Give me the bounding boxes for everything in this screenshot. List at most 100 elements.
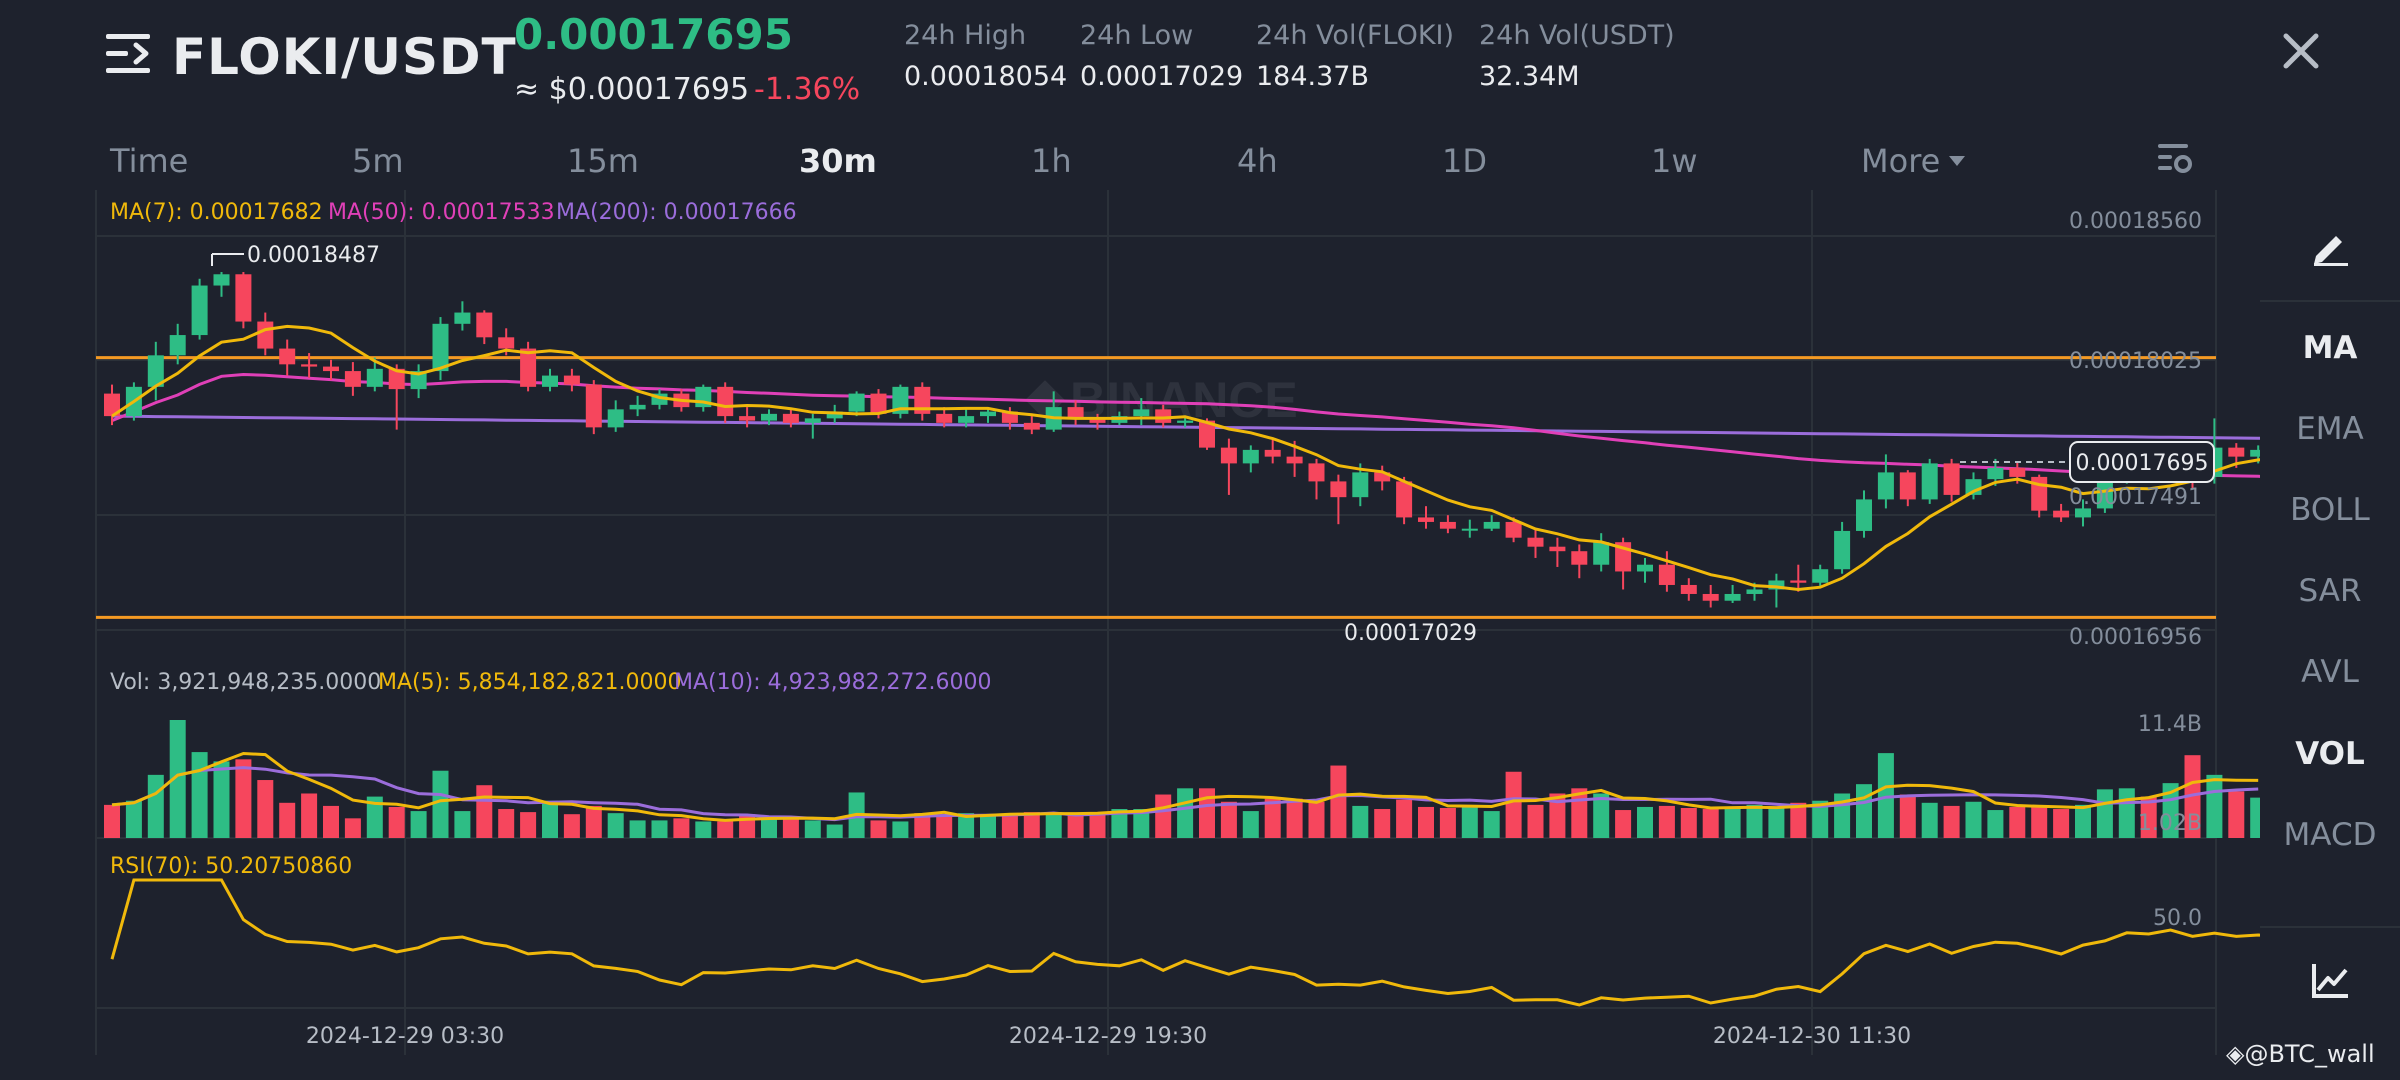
volume-bar <box>1111 809 1128 838</box>
indicator-vol[interactable]: VOL <box>2295 736 2365 772</box>
candle-body <box>147 355 164 387</box>
tab-1h[interactable]: 1h <box>1031 142 1072 180</box>
candle-body <box>1637 564 1653 572</box>
volume-bars <box>104 720 2260 838</box>
volume-bar <box>1768 807 1785 838</box>
tab-4h[interactable]: 4h <box>1237 142 1278 180</box>
candle-body <box>257 321 274 349</box>
candle-body <box>1439 521 1456 529</box>
volume-bar <box>1418 806 1434 838</box>
volume-bar <box>520 812 537 838</box>
indicator-sar[interactable]: SAR <box>2298 573 2362 609</box>
volume-bar <box>1461 806 1478 838</box>
candle-body <box>498 337 515 349</box>
volume-bar <box>1746 804 1763 838</box>
candle-body <box>980 411 996 417</box>
rsi-line <box>110 878 2260 1007</box>
candle-body <box>2228 447 2245 457</box>
candle-body <box>1001 411 1018 423</box>
volume-axis-label: 1.02B <box>2138 811 2202 836</box>
volume-bar <box>169 720 186 838</box>
credit-watermark: ◈@BTC_wall <box>2226 1040 2375 1068</box>
volume-bar <box>607 813 624 838</box>
volume-bar <box>717 821 734 838</box>
volume-bar <box>2053 809 2070 838</box>
volume-bar <box>279 802 296 838</box>
candle-body <box>104 393 120 417</box>
volume-bar <box>1330 765 1347 838</box>
ma7-line <box>111 324 2260 592</box>
candle-body <box>1549 546 1566 552</box>
candle-body <box>1067 407 1084 419</box>
volume-bar <box>344 818 361 838</box>
legend-rsi: RSI(70): 50.20750860 <box>110 854 352 879</box>
indicator-ma[interactable]: MA <box>2302 330 2358 366</box>
volume-bar <box>782 817 799 838</box>
candle-body <box>848 393 865 412</box>
volume-bar <box>673 818 690 838</box>
dropdown-caret-icon <box>1949 156 1966 166</box>
credit-text: @BTC_wall <box>2244 1040 2375 1068</box>
volume-bar <box>585 805 602 838</box>
volume-bar <box>1483 811 1500 838</box>
volume-bar <box>476 785 493 838</box>
volume-bar <box>2075 804 2091 838</box>
tab-30m[interactable]: 30m <box>799 142 877 180</box>
indicator-boll[interactable]: BOLL <box>2290 492 2370 528</box>
candle-body <box>2075 508 2091 518</box>
candle-body <box>1505 521 1522 538</box>
menu-icon[interactable] <box>106 34 152 74</box>
volume-bar <box>870 820 887 838</box>
volume-bar <box>1374 809 1391 838</box>
volume-bar <box>125 800 142 838</box>
volume-bar <box>2140 796 2157 838</box>
tab-1d[interactable]: 1D <box>1442 142 1487 180</box>
tab-1w[interactable]: 1w <box>1651 142 1698 180</box>
volume-bar <box>1220 801 1237 838</box>
volume-bar <box>1615 810 1632 838</box>
candle-body <box>323 366 339 372</box>
candles <box>104 272 2260 608</box>
candle-body <box>651 393 668 405</box>
price-axis-label: 0.00016956 <box>2069 625 2202 650</box>
candle-body <box>1987 467 2004 480</box>
candle-body <box>1483 521 1500 529</box>
draw-icon[interactable] <box>2310 226 2350 266</box>
candle-body <box>629 404 646 410</box>
tab-more[interactable]: More <box>1861 142 1966 180</box>
stat-24h-vol-floki: 24h Vol(FLOKI) 184.37B <box>1256 20 1454 92</box>
volume-bar <box>2096 789 2113 838</box>
candle-body <box>1374 472 1391 482</box>
ticker-header: FLOKI/USDT 0.00017695 ≈ $0.00017695 -1.3… <box>0 0 2400 130</box>
candle-body <box>1418 517 1434 522</box>
high-marker: 0.00018487 <box>211 243 380 268</box>
tab-time[interactable]: Time <box>110 142 189 180</box>
candle-body <box>1264 449 1281 457</box>
volume-bar <box>2184 755 2201 838</box>
candle-body <box>366 368 383 387</box>
indicator-chart-icon[interactable] <box>2310 960 2350 1000</box>
volume-bar <box>1899 794 1916 838</box>
volume-bar <box>2031 806 2048 838</box>
stat-24h-high: 24h High 0.00018054 <box>904 20 1067 92</box>
candlestick-chart[interactable]: BINANCE MA(7): 0.00017682 MA(50): 0.0001… <box>0 190 2260 1080</box>
sidebar-divider <box>2260 300 2400 302</box>
close-icon[interactable] <box>2280 30 2322 72</box>
ma50-line <box>111 372 2260 478</box>
indicator-ema[interactable]: EMA <box>2296 411 2364 447</box>
tab-15m[interactable]: 15m <box>567 142 639 180</box>
low-marker-label: 0.00017029 <box>1344 621 1477 646</box>
pair-title[interactable]: FLOKI/USDT <box>172 28 517 86</box>
indicator-avl[interactable]: AVL <box>2301 654 2359 690</box>
volume-bar <box>454 811 471 838</box>
candle-body <box>2096 476 2113 509</box>
price-axis-label: 0.00017491 <box>2069 485 2202 510</box>
candle-body <box>1812 569 1829 583</box>
tab-5m[interactable]: 5m <box>352 142 404 180</box>
indicator-macd[interactable]: MACD <box>2283 817 2377 853</box>
chart-settings-icon[interactable] <box>2156 140 2194 178</box>
legend-ma50: MA(50): 0.00017533 <box>328 200 555 225</box>
candle-body <box>870 393 887 414</box>
horizontal-lines[interactable] <box>96 356 2216 619</box>
candle-body <box>958 416 975 423</box>
